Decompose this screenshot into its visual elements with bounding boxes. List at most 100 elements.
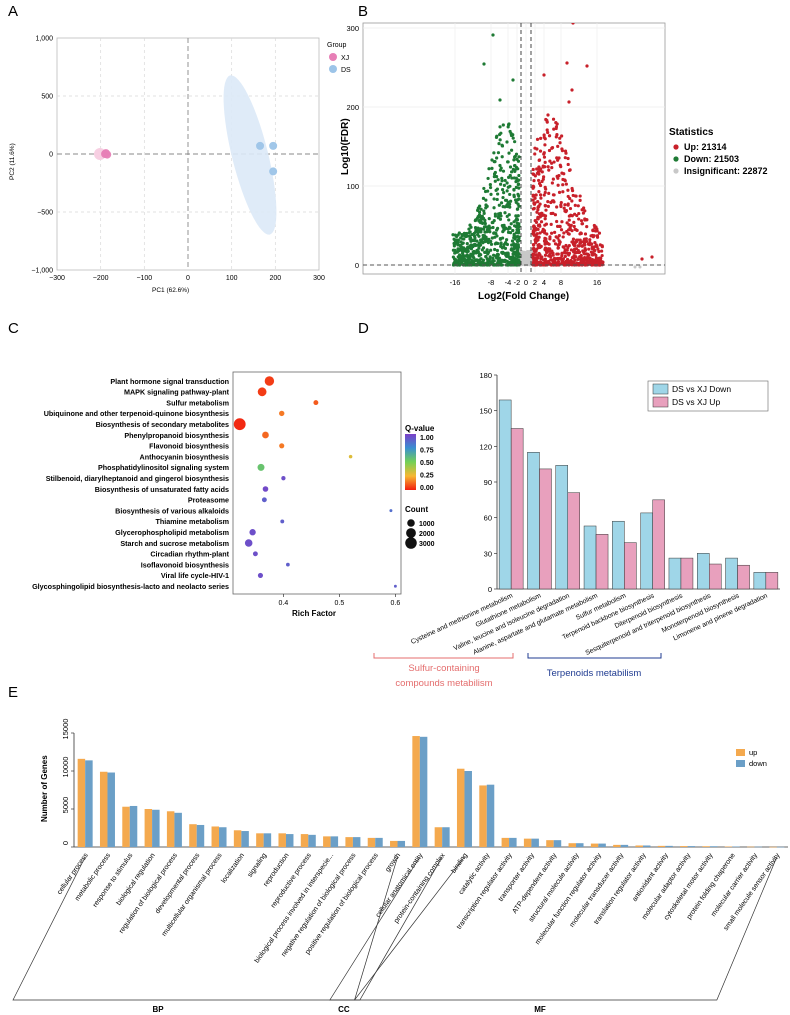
b-point-down: [504, 238, 509, 242]
b-point-up: [584, 252, 588, 256]
b-point-up: [593, 240, 597, 245]
b-point-up: [553, 230, 557, 234]
b-xtick-label: -2: [514, 278, 521, 287]
b-point-up: [561, 245, 565, 249]
b-point-up: [548, 254, 552, 258]
e-bar-up: [367, 837, 376, 847]
d-bar-up: [510, 428, 524, 590]
b-point-up: [540, 179, 544, 184]
d-category-label: Valine, leucine and isoleucine degradati…: [453, 592, 571, 652]
b-point-down: [477, 246, 481, 250]
b-point-down: [496, 192, 500, 196]
e-bar-down: [776, 846, 785, 848]
d-annot-terpenoid: Terpenoids metabilism: [547, 668, 642, 679]
b-point-up: [549, 222, 553, 226]
b-point-up: [597, 249, 601, 254]
d-bar-up: [709, 563, 722, 590]
b-point-up: [531, 253, 535, 257]
b-point-up: [546, 259, 551, 264]
b-point-down: [499, 201, 504, 205]
b-point-down: [473, 242, 477, 246]
b-point-down: [479, 253, 483, 257]
b-point-down: [471, 255, 475, 259]
a-legend-title: Group: [327, 42, 347, 49]
b-point-up: [531, 231, 535, 235]
c-pathway-label: Biosynthesis of various alkaloids: [115, 506, 229, 515]
b-point-down: [456, 243, 460, 247]
b-point-up: [543, 261, 547, 265]
b-point-down: [498, 98, 502, 102]
a-gridlines: [57, 38, 319, 270]
b-xtick-label: 8: [559, 278, 563, 287]
b-point-up: [576, 248, 580, 253]
e-legend-down-swatch: [736, 760, 745, 767]
c-pathway-label: Proteasome: [188, 496, 229, 505]
b-point-up: [556, 144, 560, 148]
b-xtick-label: 16: [593, 278, 601, 287]
b-ytick-label: 300: [346, 24, 359, 33]
c-pathway-point: [279, 443, 285, 449]
c-pathway-point: [257, 387, 267, 397]
b-point-up: [543, 246, 548, 250]
e-ytick-label: 10000: [61, 757, 70, 778]
b-point-insignificant: [525, 254, 529, 258]
b-point-down: [492, 231, 496, 235]
c-qvalue-tick-label: 0.00: [420, 485, 434, 492]
b-point-down: [507, 175, 511, 179]
b-point-down: [510, 176, 514, 180]
b-point-down: [457, 257, 461, 261]
b-point-down: [487, 167, 491, 171]
b-point-down: [490, 158, 494, 162]
b-point-up: [549, 258, 554, 262]
d-ytick-label: 30: [484, 549, 492, 558]
b-point-down: [490, 166, 494, 170]
b-point-down: [486, 176, 490, 181]
b-point-up: [550, 166, 554, 170]
b-point-up: [587, 247, 591, 251]
b-point-down: [500, 143, 504, 147]
b-point-down: [493, 235, 497, 239]
c-pathway-label: Biosynthesis of unsaturated fatty acids: [95, 485, 229, 494]
e-bar-down: [152, 809, 160, 847]
e-bar-up: [189, 824, 197, 847]
panel-label-b: B: [358, 3, 368, 20]
e-bar-down: [129, 805, 138, 847]
c-pathway-label: Sulfur metabolism: [166, 398, 229, 407]
b-point-up: [543, 253, 548, 257]
e-bar-down: [241, 831, 249, 847]
a-xlabel: PC1 (62.6%): [152, 287, 189, 294]
b-legend-insig-label: Insignificant: 22872: [684, 166, 768, 176]
b-point-up: [600, 253, 604, 258]
b-point-down: [451, 233, 455, 237]
e-bar-down: [330, 836, 339, 847]
b-point-up: [535, 239, 539, 243]
b-point-down: [503, 211, 507, 215]
b-point-up: [564, 209, 569, 213]
b-point-down: [460, 233, 464, 237]
e-bar-up: [166, 811, 175, 847]
b-point-down: [517, 194, 521, 198]
panel-c-enrichment: Plant hormone signal transduction MAPK si…: [32, 371, 435, 618]
b-point-down: [516, 229, 521, 233]
b-point-down: [517, 173, 521, 178]
e-bar-down: [620, 844, 629, 847]
b-point-up: [552, 239, 556, 243]
a-legend-ds-swatch: [329, 65, 337, 73]
b-point-down: [495, 256, 499, 260]
b-point-down: [475, 216, 479, 220]
b-point-down: [460, 242, 464, 246]
b-point-up: [559, 228, 564, 232]
b-point-up: [595, 235, 600, 239]
d-ytick-label: 0: [488, 585, 492, 594]
b-point-up: [551, 177, 555, 181]
c-pathway-label: Flavonoid biosynthesis: [149, 442, 229, 451]
b-point-down: [504, 198, 509, 202]
b-point-down: [475, 243, 479, 247]
a-point-ds: [256, 141, 265, 150]
b-point-down: [462, 237, 466, 241]
e-bar-up: [77, 758, 86, 847]
b-point-up: [584, 237, 588, 241]
